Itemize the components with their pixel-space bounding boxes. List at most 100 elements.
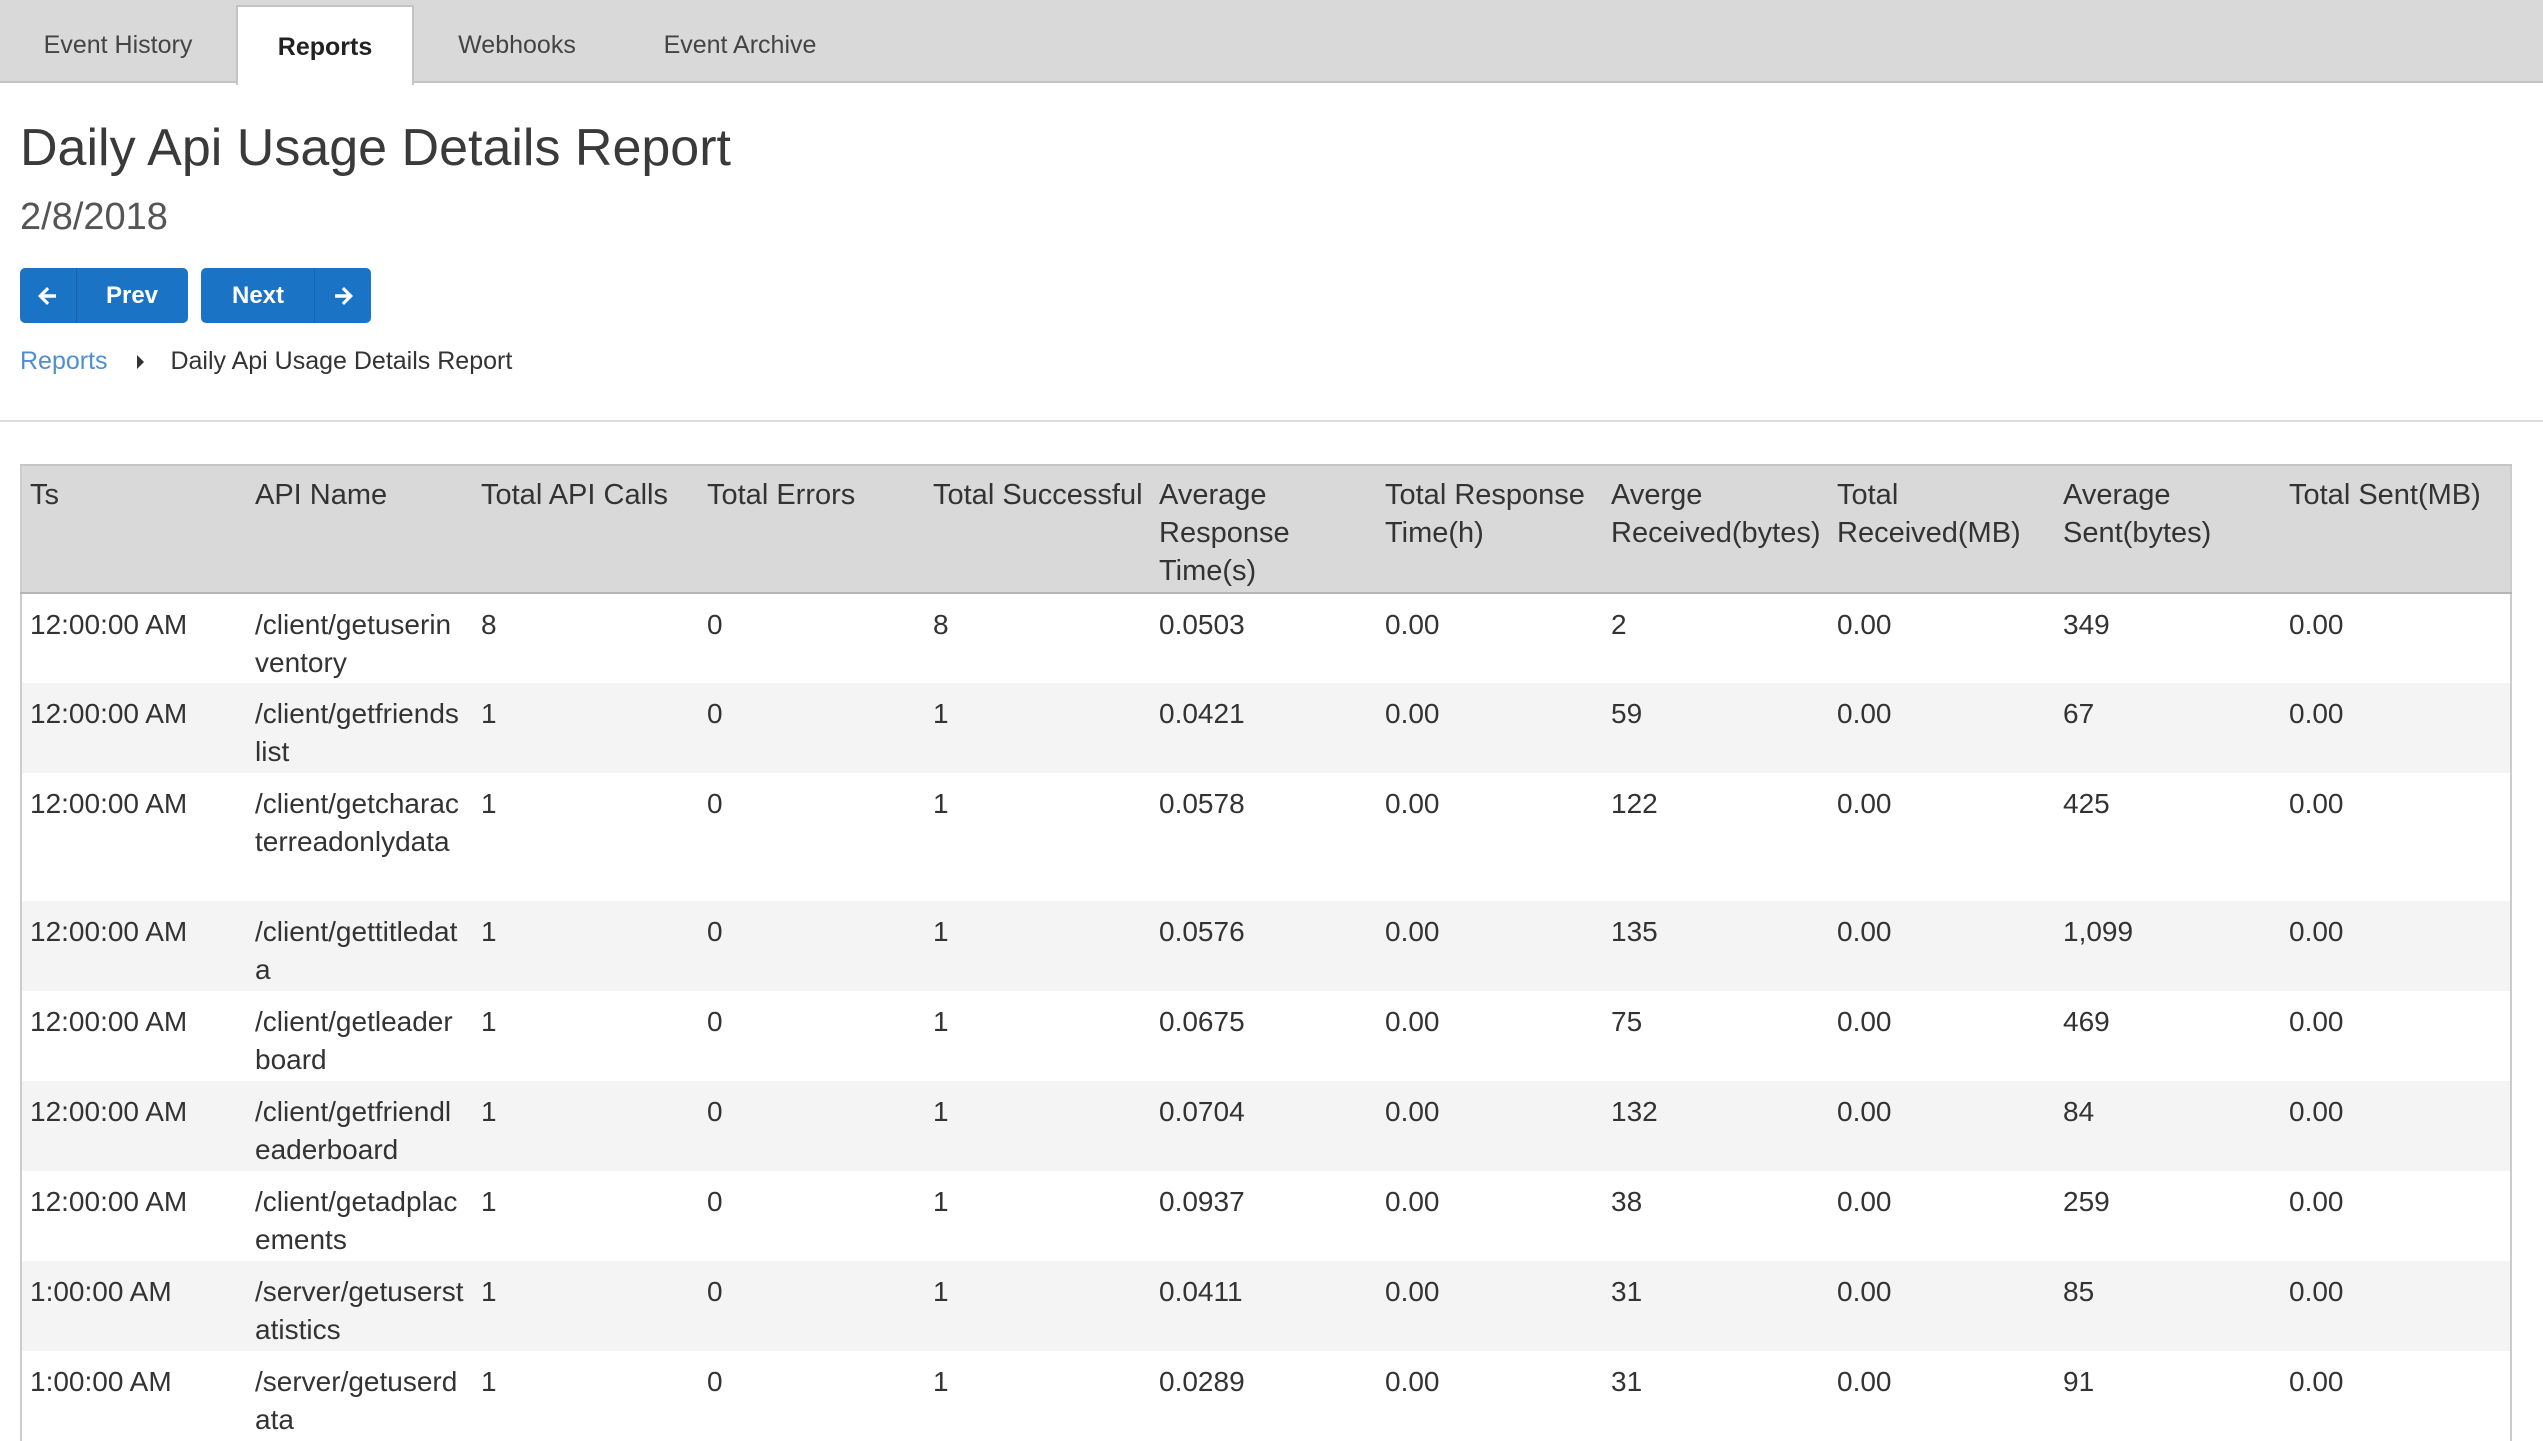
cell-average-received: 31 — [1603, 1351, 1829, 1441]
cell-ts: 12:00:00 AM — [21, 901, 247, 991]
usage-table: Ts API Name Total API Calls Total Errors… — [20, 464, 2512, 1441]
cell-average-response-time: 0.0421 — [1151, 683, 1377, 773]
cell-average-response-time: 0.0578 — [1151, 773, 1377, 901]
tab-reports[interactable]: Reports — [236, 5, 414, 85]
column-header-total-received[interactable]: Total Received(MB) — [1829, 464, 2055, 594]
cell-api-name: /client/gettitledata — [247, 901, 473, 991]
column-header-total-api-calls[interactable]: Total API Calls — [473, 464, 699, 594]
cell-total-response-time: 0.00 — [1377, 1351, 1603, 1441]
column-header-total-errors[interactable]: Total Errors — [699, 464, 925, 594]
cell-total-successful: 8 — [925, 593, 1151, 683]
cell-average-sent: 91 — [2055, 1351, 2281, 1441]
tab-event-archive[interactable]: Event Archive — [663, 31, 817, 59]
cell-total-successful: 1 — [925, 1081, 1151, 1171]
arrow-right-icon — [314, 268, 371, 323]
cell-api-name: /client/getuserinventory — [247, 593, 473, 683]
cell-total-received: 0.00 — [1829, 683, 2055, 773]
column-header-total-successful[interactable]: Total Successful — [925, 464, 1151, 594]
cell-average-response-time: 0.0289 — [1151, 1351, 1377, 1441]
cell-total-response-time: 0.00 — [1377, 773, 1603, 901]
table-header-row: Ts API Name Total API Calls Total Errors… — [21, 464, 2511, 594]
table-row: 12:00:00 AM /client/getleaderboard 1 0 1… — [21, 991, 2511, 1081]
cell-total-api-calls: 1 — [473, 901, 699, 991]
column-header-average-received[interactable]: Averge Received(bytes) — [1603, 464, 1829, 594]
cell-total-sent: 0.00 — [2281, 1261, 2511, 1351]
caret-right-icon — [136, 355, 144, 370]
cell-total-errors: 0 — [699, 901, 925, 991]
cell-total-response-time: 0.00 — [1377, 991, 1603, 1081]
cell-total-successful: 1 — [925, 1351, 1151, 1441]
cell-average-response-time: 0.0675 — [1151, 991, 1377, 1081]
column-header-average-response-time[interactable]: Average Response Time(s) — [1151, 464, 1377, 594]
cell-total-errors: 0 — [699, 683, 925, 773]
cell-total-successful: 1 — [925, 683, 1151, 773]
breadcrumb-link-reports[interactable]: Reports — [20, 347, 108, 375]
cell-average-received: 132 — [1603, 1081, 1829, 1171]
cell-api-name: /client/getleaderboard — [247, 991, 473, 1081]
cell-total-sent: 0.00 — [2281, 1351, 2511, 1441]
column-header-ts[interactable]: Ts — [21, 464, 247, 594]
cell-total-successful: 1 — [925, 773, 1151, 901]
cell-total-api-calls: 1 — [473, 1351, 699, 1441]
cell-total-errors: 0 — [699, 1081, 925, 1171]
cell-ts: 12:00:00 AM — [21, 593, 247, 683]
column-header-total-sent[interactable]: Total Sent(MB) — [2281, 464, 2511, 594]
prev-button[interactable]: Prev — [20, 268, 188, 323]
cell-total-errors: 0 — [699, 1261, 925, 1351]
cell-average-response-time: 0.0503 — [1151, 593, 1377, 683]
cell-ts: 12:00:00 AM — [21, 683, 247, 773]
table-row: 12:00:00 AM /client/getfriendslist 1 0 1… — [21, 683, 2511, 773]
cell-ts: 1:00:00 AM — [21, 1351, 247, 1441]
cell-total-successful: 1 — [925, 901, 1151, 991]
table-row: 12:00:00 AM /client/getuserinventory 8 0… — [21, 593, 2511, 683]
cell-ts: 1:00:00 AM — [21, 1261, 247, 1351]
column-header-api-name[interactable]: API Name — [247, 464, 473, 594]
cell-average-received: 75 — [1603, 991, 1829, 1081]
cell-total-api-calls: 1 — [473, 1081, 699, 1171]
table-row: 1:00:00 AM /server/getuserdata 1 0 1 0.0… — [21, 1351, 2511, 1441]
cell-api-name: /server/getuserstatistics — [247, 1261, 473, 1351]
cell-average-received: 135 — [1603, 901, 1829, 991]
cell-total-response-time: 0.00 — [1377, 901, 1603, 991]
table-row: 12:00:00 AM /client/gettitledata 1 0 1 0… — [21, 901, 2511, 991]
cell-total-received: 0.00 — [1829, 1351, 2055, 1441]
cell-total-response-time: 0.00 — [1377, 1171, 1603, 1261]
cell-total-received: 0.00 — [1829, 1261, 2055, 1351]
cell-total-api-calls: 1 — [473, 773, 699, 901]
arrow-left-icon — [20, 268, 77, 323]
cell-api-name: /client/getfriendslist — [247, 683, 473, 773]
cell-total-errors: 0 — [699, 593, 925, 683]
cell-average-sent: 85 — [2055, 1261, 2281, 1351]
cell-total-sent: 0.00 — [2281, 901, 2511, 991]
cell-average-sent: 67 — [2055, 683, 2281, 773]
cell-total-api-calls: 1 — [473, 1171, 699, 1261]
cell-total-sent: 0.00 — [2281, 1081, 2511, 1171]
tab-bar: Event History Reports Webhooks Event Arc… — [0, 0, 2543, 85]
cell-total-successful: 1 — [925, 1171, 1151, 1261]
cell-total-received: 0.00 — [1829, 1081, 2055, 1171]
cell-average-response-time: 0.0411 — [1151, 1261, 1377, 1351]
report-date: 2/8/2018 — [20, 196, 168, 238]
cell-ts: 12:00:00 AM — [21, 1171, 247, 1261]
cell-api-name: /client/getfriendleaderboard — [247, 1081, 473, 1171]
cell-average-received: 122 — [1603, 773, 1829, 901]
divider — [0, 420, 2543, 422]
cell-total-received: 0.00 — [1829, 593, 2055, 683]
tab-webhooks[interactable]: Webhooks — [458, 31, 576, 59]
column-header-average-sent[interactable]: Average Sent(bytes) — [2055, 464, 2281, 594]
next-button[interactable]: Next — [201, 268, 371, 323]
cell-total-received: 0.00 — [1829, 991, 2055, 1081]
cell-total-response-time: 0.00 — [1377, 1081, 1603, 1171]
tab-event-history[interactable]: Event History — [43, 31, 193, 59]
table-row: 1:00:00 AM /server/getuserstatistics 1 0… — [21, 1261, 2511, 1351]
cell-api-name: /client/getcharacterreadonlydata — [247, 773, 473, 901]
cell-average-received: 31 — [1603, 1261, 1829, 1351]
table-row: 12:00:00 AM /client/getcharacterreadonly… — [21, 773, 2511, 901]
cell-total-sent: 0.00 — [2281, 683, 2511, 773]
cell-total-errors: 0 — [699, 773, 925, 901]
cell-average-response-time: 0.0704 — [1151, 1081, 1377, 1171]
cell-total-successful: 1 — [925, 991, 1151, 1081]
column-header-total-response-time[interactable]: Total Response Time(h) — [1377, 464, 1603, 594]
cell-total-api-calls: 1 — [473, 1261, 699, 1351]
cell-total-sent: 0.00 — [2281, 1171, 2511, 1261]
